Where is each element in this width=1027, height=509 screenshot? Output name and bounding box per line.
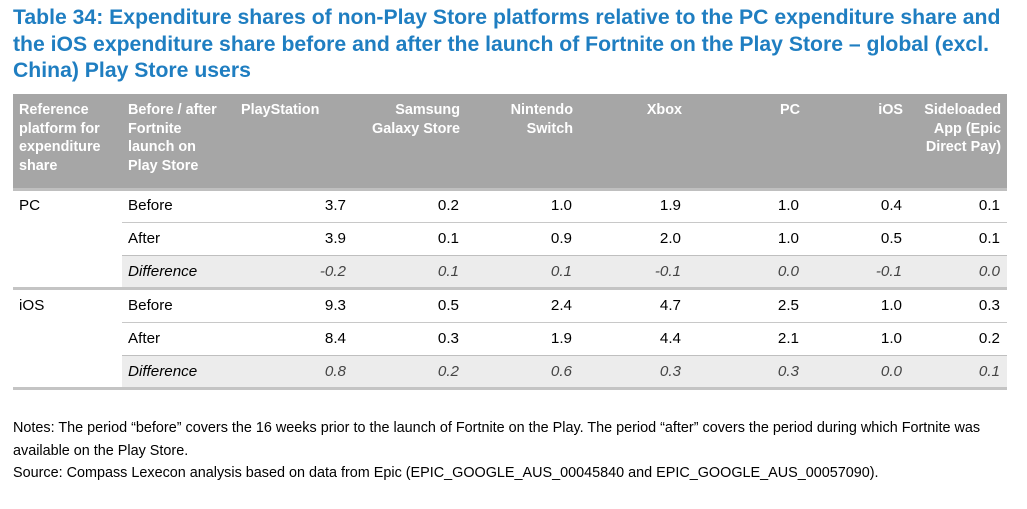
period-label: Before — [128, 297, 173, 315]
difference-cell: -0.1 — [579, 255, 688, 291]
value-cell: 1.9 — [579, 187, 688, 223]
value-cell: 0.1 — [909, 221, 1007, 256]
difference-cell: 0.1 — [353, 255, 466, 291]
value-cell: 0.9 — [466, 221, 579, 256]
header-pc: PC — [688, 94, 806, 189]
notes-text: Notes: The period “before” covers the 16… — [13, 420, 981, 459]
value-cell: 0.3 — [353, 321, 466, 356]
difference-cell: 0.6 — [466, 354, 579, 391]
period-label: After — [122, 221, 235, 256]
value-cell: 9.3 — [324, 297, 346, 315]
difference-cell: 0.1 — [466, 255, 579, 291]
header-nintendo-switch: Nintendo Switch — [466, 94, 579, 189]
value-cell: 1.0 — [688, 187, 806, 223]
table-title: Table 34: Expenditure shares of non-Play… — [13, 6, 1001, 82]
value-cell: 1.0 — [688, 221, 806, 256]
value-cell: 1.9 — [466, 321, 579, 356]
header-ios: iOS — [806, 94, 909, 189]
header-sideloaded-app: Sideloaded App (Epic Direct Pay) — [909, 94, 1007, 189]
expenditure-table: Reference platform for expenditure share… — [13, 94, 1007, 391]
value-cell: 2.0 — [579, 221, 688, 256]
value-cell: 8.4 — [235, 321, 353, 356]
table-row-difference: Difference -0.2 0.1 0.1 -0.1 0.0 -0.1 0.… — [13, 255, 1007, 291]
period-label: After — [122, 321, 235, 356]
value-cell: 2.4 — [550, 297, 572, 315]
value-cell: 1.0 — [806, 321, 909, 356]
table-row: iOS Before 9.3 0.5 2.4 4.7 2.5 1.0 0.3 — [13, 289, 1007, 322]
value-cell: 3.9 — [235, 221, 353, 256]
table-row-difference: Difference 0.8 0.2 0.6 0.3 0.3 0.0 0.1 — [13, 354, 1007, 391]
value-cell: 0.1 — [909, 187, 1007, 223]
period-label: Before — [122, 187, 235, 223]
header-row: Reference platform for expenditure share… — [13, 94, 1007, 189]
difference-cell: -0.2 — [235, 255, 353, 291]
value-cell: 0.4 — [806, 187, 909, 223]
value-cell: 2.1 — [688, 321, 806, 356]
value-cell: 0.1 — [353, 221, 466, 256]
difference-cell: 0.0 — [909, 255, 1007, 291]
value-cell: 0.2 — [909, 321, 1007, 356]
value-cell: 3.7 — [235, 187, 353, 223]
period-label: Difference — [122, 255, 235, 291]
source-text: Source: Compass Lexecon analysis based o… — [13, 465, 879, 481]
value-cell: 0.5 — [806, 221, 909, 256]
reference-label: iOS — [19, 297, 45, 315]
table-row: After 3.9 0.1 0.9 2.0 1.0 0.5 0.1 — [13, 221, 1007, 256]
header-reference: Reference platform for expenditure share — [13, 94, 122, 189]
header-xbox: Xbox — [579, 94, 688, 189]
difference-cell: 0.8 — [235, 354, 353, 391]
table-notes: Notes: The period “before” covers the 16… — [13, 417, 1018, 485]
difference-cell: 0.0 — [806, 354, 909, 391]
value-cell: 2.5 — [777, 297, 799, 315]
difference-cell: -0.1 — [806, 255, 909, 291]
difference-cell: 0.1 — [909, 354, 1007, 391]
table-row: PC Before 3.7 0.2 1.0 1.9 1.0 0.4 0.1 — [13, 187, 1007, 223]
difference-cell: 0.3 — [579, 354, 688, 391]
value-cell: 0.3 — [978, 297, 1000, 315]
value-cell: 0.2 — [353, 187, 466, 223]
difference-cell: 0.0 — [688, 255, 806, 291]
header-playstation: PlayStation — [235, 94, 353, 189]
value-cell: 4.4 — [579, 321, 688, 356]
table-row: After 8.4 0.3 1.9 4.4 2.1 1.0 0.2 — [13, 321, 1007, 356]
value-cell: 1.0 — [466, 187, 579, 223]
difference-cell: 0.3 — [688, 354, 806, 391]
header-period: Before / after Fortnite launch on Play S… — [122, 94, 235, 189]
reference-label: PC — [13, 187, 122, 223]
difference-cell: 0.2 — [353, 354, 466, 391]
value-cell: 1.0 — [880, 297, 902, 315]
value-cell: 4.7 — [659, 297, 681, 315]
period-label: Difference — [122, 354, 235, 391]
header-samsung-galaxy-store: Samsung Galaxy Store — [353, 94, 466, 189]
value-cell: 0.5 — [437, 297, 459, 315]
